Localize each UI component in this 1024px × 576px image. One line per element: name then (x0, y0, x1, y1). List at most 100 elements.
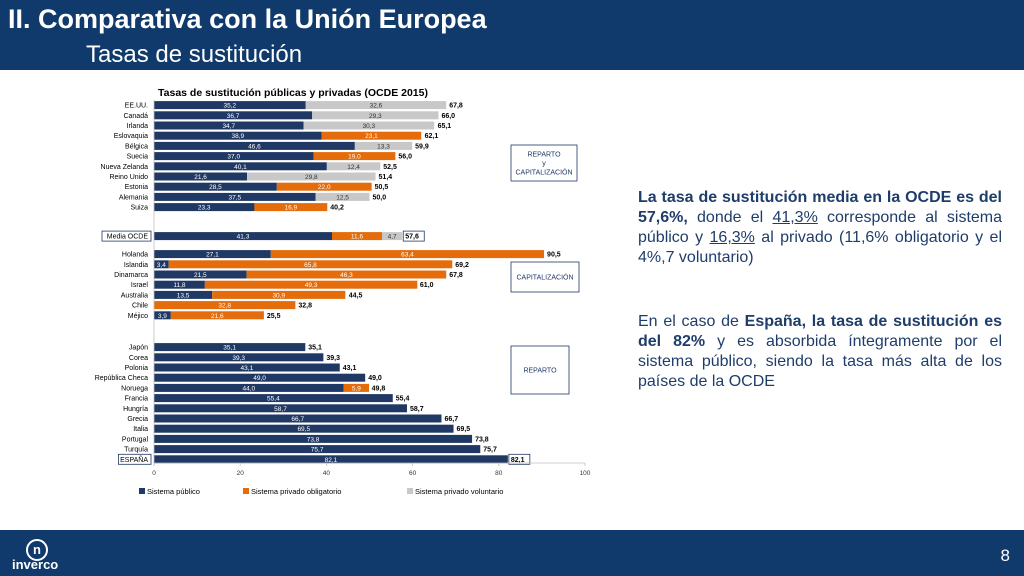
data-label-voluntario-nueva-zelanda: 12,4 (347, 164, 360, 171)
total-label-polonia: 43,1 (343, 365, 357, 372)
data-label-publico-francia: 55,4 (267, 396, 280, 403)
bar-publico-corea (154, 353, 324, 362)
total-label-chile: 32,8 (298, 303, 312, 310)
total-box-media-ocde (402, 230, 425, 242)
bar-voluntario-canada (312, 111, 439, 120)
header-bar (0, 0, 1024, 70)
group-label-reparto-0: REPARTO (523, 368, 557, 375)
data-label-publico-grecia: 66,7 (291, 416, 304, 423)
x-tick-label-60: 60 (409, 470, 417, 477)
bar-obligatorio-noruega (343, 383, 370, 392)
category-label-republica-checa: República Checa (95, 375, 148, 382)
bar-publico-espana (154, 455, 508, 464)
total-label-islandia: 69,2 (455, 262, 469, 269)
bar-publico-suecia (154, 152, 314, 161)
category-label-turquia: Turquía (124, 447, 148, 454)
bar-publico-grecia (154, 414, 442, 423)
bar-obligatorio-suiza (254, 203, 328, 212)
total-label-irlanda: 65,1 (438, 123, 452, 130)
category-label-australia: Australia (121, 292, 148, 299)
data-label-voluntario-irlanda: 30,3 (363, 123, 376, 130)
category-label-dinamarca: Dinamarca (114, 272, 148, 279)
data-label-voluntario-media-ocde: 4,7 (388, 234, 397, 241)
total-label-ee-uu: 67,8 (449, 103, 463, 110)
legend-swatch-sistema-privado-voluntario (407, 488, 413, 494)
category-label-canada: Canadá (123, 113, 148, 120)
data-label-obligatorio-estonia: 22,0 (318, 184, 331, 191)
bar-publico-belgica (154, 141, 355, 150)
data-label-publico-eslovaquia: 38,9 (232, 133, 245, 140)
data-label-publico-ee-uu: 35,2 (224, 103, 237, 110)
data-label-obligatorio-australia: 30,9 (272, 292, 285, 299)
category-label-noruega: Noruega (121, 385, 148, 392)
bar-obligatorio-australia (212, 290, 346, 299)
bar-publico-holanda (154, 250, 271, 259)
total-label-alemania: 50,0 (373, 194, 387, 201)
total-label-australia: 44,5 (349, 292, 363, 299)
bar-publico-ee-uu (154, 101, 306, 110)
data-label-obligatorio-israel: 49,3 (305, 282, 318, 289)
data-label-publico-espana: 82,1 (325, 457, 338, 464)
bar-obligatorio-islandia (168, 260, 453, 269)
total-label-belgica: 59,9 (415, 143, 429, 150)
bar-obligatorio-israel (204, 280, 418, 289)
data-label-publico-polonia: 43,1 (241, 365, 254, 372)
data-label-obligatorio-dinamarca: 46,3 (340, 272, 353, 279)
total-label-estonia: 50,5 (375, 184, 389, 191)
bar-obligatorio-holanda (270, 250, 545, 259)
data-label-publico-israel: 11,8 (173, 282, 186, 289)
data-label-publico-holanda: 27,1 (206, 252, 219, 259)
summary-spain-bold: España, la tasa de sustitución es del 82… (638, 313, 1002, 350)
data-label-publico-hungria: 58,7 (274, 406, 287, 413)
category-label-irlanda: Irlanda (127, 123, 149, 130)
data-label-obligatorio-chile: 32,8 (218, 303, 231, 310)
total-label-grecia: 66,7 (444, 416, 458, 423)
replacement-rate-chart: Tasas de sustitución públicas y privadas… (95, 87, 591, 496)
bar-publico-dinamarca (154, 270, 247, 279)
summary-ocde-public-share: 41,3% (772, 209, 818, 226)
category-label-estonia: Estonia (125, 184, 148, 191)
data-label-publico-alemania: 37,5 (228, 194, 241, 201)
summary-ocde-private-share: 16,3% (709, 229, 755, 246)
total-label-francia: 55,4 (396, 396, 410, 403)
bar-publico-islandia (154, 260, 169, 269)
data-label-publico-suecia: 37,0 (227, 154, 240, 161)
total-label-portugal: 73,8 (475, 436, 489, 443)
bar-voluntario-belgica (354, 141, 413, 150)
bar-publico-australia (154, 290, 213, 299)
data-label-publico-estonia: 28,5 (209, 184, 222, 191)
bar-obligatorio-mejico (170, 311, 264, 320)
data-label-obligatorio-eslovaquia: 23,1 (365, 133, 378, 140)
group-box-reparto-y-capitalizacion (510, 144, 578, 182)
data-label-publico-noruega: 44,0 (242, 385, 255, 392)
data-label-publico-media-ocde: 41,3 (237, 234, 250, 241)
total-label-italia: 69,5 (457, 426, 471, 433)
x-tick-label-20: 20 (237, 470, 245, 477)
category-label-chile: Chile (132, 303, 148, 310)
bar-publico-irlanda (154, 121, 304, 130)
summary-spain-text-a: En el caso de (638, 313, 745, 330)
data-label-publico-belgica: 46,6 (248, 143, 261, 150)
bar-voluntario-nueva-zelanda (326, 162, 381, 171)
bar-voluntario-ee-uu (305, 101, 447, 110)
total-label-turquia: 75,7 (483, 447, 497, 454)
total-label-canada: 66,0 (441, 113, 455, 120)
category-label-islandia: Islandia (124, 262, 148, 269)
bar-publico-francia (154, 394, 393, 403)
data-label-publico-suiza: 23,3 (198, 205, 211, 212)
bar-obligatorio-dinamarca (246, 270, 447, 279)
category-box-espana (118, 453, 152, 465)
total-label-media-ocde: 57,6 (405, 234, 419, 241)
data-label-voluntario-canada: 29,3 (369, 113, 382, 120)
data-label-voluntario-ee-uu: 32,6 (370, 103, 383, 110)
category-label-suecia: Suecia (127, 154, 149, 161)
summary-spain-text-b: y es absorbida íntegramente por el siste… (638, 333, 1003, 390)
bar-voluntario-irlanda (303, 121, 435, 130)
total-label-eslovaquia: 62,1 (425, 133, 439, 140)
total-label-suecia: 56,0 (398, 154, 412, 161)
bar-publico-polonia (154, 363, 340, 372)
category-label-polonia: Polonia (125, 365, 148, 372)
category-label-media-ocde: Media OCDE (107, 234, 149, 241)
bar-publico-turquia (154, 445, 481, 454)
bar-voluntario-alemania (315, 192, 370, 201)
